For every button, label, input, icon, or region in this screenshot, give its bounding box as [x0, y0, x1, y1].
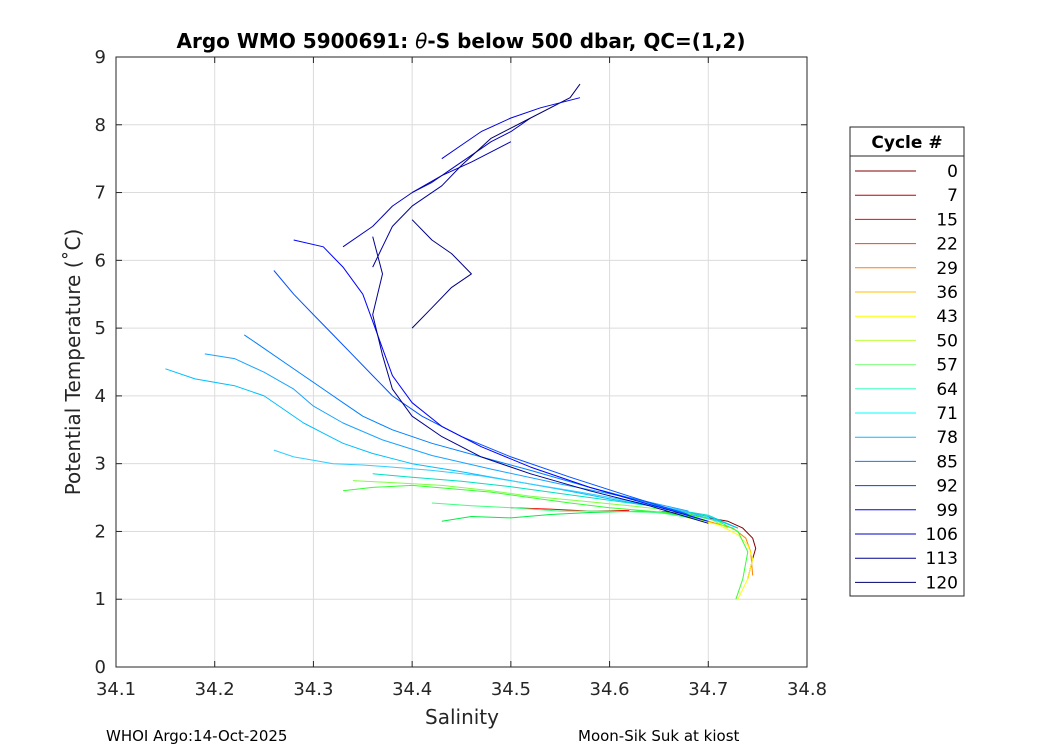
footer-right: Moon-Sik Suk at kiost — [578, 727, 740, 745]
legend-label-120: 120 — [926, 573, 958, 593]
legend-label-106: 106 — [926, 525, 958, 545]
y-tick-label: 9 — [95, 47, 106, 68]
legend-label-64: 64 — [936, 380, 958, 400]
series-line-green-c — [441, 510, 709, 522]
series-line-green-d — [431, 502, 699, 520]
series-line-navy-d — [411, 141, 512, 194]
y-tick-label: 4 — [95, 386, 106, 407]
chart-title-suffix: -S below 500 dbar, QC=(1,2) — [427, 29, 745, 53]
plot-background — [116, 57, 807, 667]
footer-left: WHOI Argo:14-Oct-2025 — [106, 727, 287, 745]
chart-title-prefix: Argo WMO 5900691: — [177, 29, 416, 53]
legend-box — [849, 126, 965, 597]
y-tick-label: 1 — [95, 589, 106, 610]
series-line-cyan-c — [204, 353, 689, 512]
y-tick-label: 7 — [95, 183, 106, 204]
legend-label-15: 15 — [936, 210, 958, 230]
legend-label-99: 99 — [936, 501, 958, 521]
legend-title: Cycle # — [871, 133, 942, 153]
y-tick-label: 0 — [95, 657, 106, 678]
x-tick-label: 34.3 — [293, 679, 333, 700]
series-line-blue-e — [372, 165, 462, 268]
legend-label-113: 113 — [926, 549, 958, 569]
chart-title: Argo WMO 5900691: θ-S below 500 dbar, QC… — [177, 29, 746, 53]
legend-label-7: 7 — [947, 186, 958, 206]
series-line-blue-c — [293, 239, 709, 522]
legend-label-78: 78 — [936, 428, 958, 448]
legend-label-57: 57 — [936, 356, 958, 376]
x-axis-label: Salinity — [425, 705, 499, 729]
x-tick-label: 34.2 — [195, 679, 235, 700]
legend-label-85: 85 — [936, 452, 958, 472]
legend-label-36: 36 — [936, 283, 958, 303]
series-line-cyan-a — [165, 368, 739, 529]
legend-label-43: 43 — [936, 307, 958, 327]
series-line-navy-b — [461, 83, 581, 166]
legend-label-22: 22 — [936, 235, 958, 255]
x-tick-label: 34.4 — [392, 679, 432, 700]
legend-label-92: 92 — [936, 477, 958, 497]
legend: Cycle # 0 7 15 22 29 36 43 50 57 64 71 78 85 92 99 106 1… — [849, 126, 965, 597]
y-tick-label: 8 — [95, 115, 106, 136]
series-layer — [165, 83, 757, 600]
series-line-blue-b — [273, 270, 689, 515]
y-tick-label: 5 — [95, 318, 106, 339]
legend-label-50: 50 — [936, 331, 958, 351]
x-tick-label: 34.7 — [688, 679, 728, 700]
y-axis-label: Potential Temperature (˚C) — [61, 229, 85, 496]
grid — [116, 57, 807, 667]
legend-label-29: 29 — [936, 259, 958, 279]
y-tick-label: 6 — [95, 250, 106, 271]
series-line-navy-a — [372, 236, 709, 524]
legend-entries: 0 7 15 22 29 36 43 50 57 64 71 78 85 92 99 106 113 120 — [855, 162, 958, 593]
series-line-green-a — [342, 484, 749, 600]
legend-label-71: 71 — [936, 404, 958, 424]
y-tick-label: 3 — [95, 454, 106, 475]
legend-label-0: 0 — [947, 162, 958, 182]
series-line-blue-a — [244, 334, 709, 522]
x-tick-label: 34.8 — [787, 679, 827, 700]
series-line-navy-e — [411, 219, 472, 329]
series-line-teal-a — [372, 473, 739, 529]
x-tick-label: 34.1 — [96, 679, 136, 700]
series-line-navy-c — [441, 97, 581, 160]
x-axis-ticks: 34.1 34.2 34.3 34.4 34.5 34.6 34.7 34.8 — [96, 57, 827, 700]
y-axis-ticks: 0 1 2 3 4 5 6 7 8 9 — [95, 47, 807, 678]
chart-title-symbol: θ — [415, 29, 427, 53]
x-tick-label: 34.6 — [590, 679, 630, 700]
x-tick-label: 34.5 — [491, 679, 531, 700]
y-tick-label: 2 — [95, 521, 106, 542]
plot-frame — [115, 56, 808, 668]
